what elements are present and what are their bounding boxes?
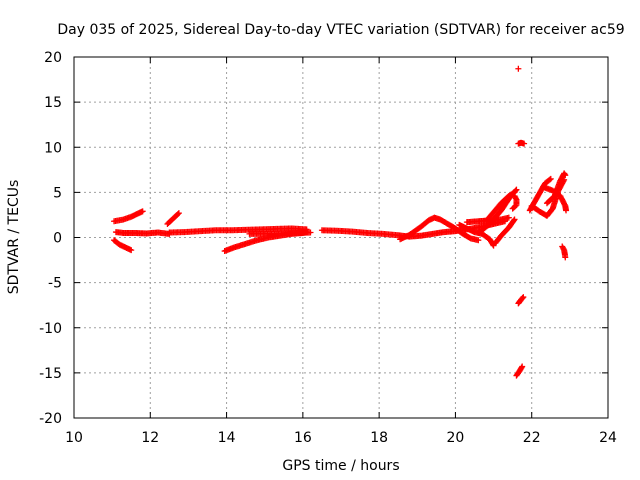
y-tick-label: 10 bbox=[44, 140, 62, 156]
x-tick-label: 10 bbox=[65, 430, 83, 446]
y-tick-label: -10 bbox=[39, 321, 62, 337]
data-point-marker bbox=[519, 294, 526, 301]
x-tick-label: 16 bbox=[294, 430, 312, 446]
data-point-marker bbox=[475, 237, 482, 244]
x-tick-label: 20 bbox=[447, 430, 465, 446]
data-point-marker bbox=[547, 175, 554, 182]
data-point-marker bbox=[562, 254, 569, 261]
plot-frame bbox=[73, 56, 609, 419]
x-tick-label: 24 bbox=[599, 430, 617, 446]
y-tick-label: -20 bbox=[39, 411, 62, 427]
data-point-marker bbox=[563, 207, 570, 214]
x-axis-label: GPS time / hours bbox=[282, 458, 399, 474]
x-tick-label: 14 bbox=[218, 430, 236, 446]
data-point-marker bbox=[562, 172, 569, 179]
grid-lines bbox=[74, 57, 608, 418]
x-tick-labels: 10 12 14 16 18 20 22 24 bbox=[65, 430, 617, 446]
data-point-marker bbox=[505, 214, 512, 221]
data-point-marker bbox=[519, 363, 526, 370]
y-axis-label: SDTVAR / TECUs bbox=[6, 180, 22, 295]
data-point-marker bbox=[511, 216, 518, 223]
y-tick-label: 15 bbox=[44, 95, 62, 111]
y-tick-label: 20 bbox=[44, 50, 62, 66]
chart-title: Day 035 of 2025, Sidereal Day-to-day VTE… bbox=[57, 22, 624, 38]
x-tick-label: 18 bbox=[370, 430, 388, 446]
data-point-marker bbox=[139, 208, 146, 215]
y-tick-label: 5 bbox=[53, 185, 62, 201]
data-point-marker bbox=[511, 192, 518, 199]
data-point-marker bbox=[515, 65, 522, 72]
data-point-marker bbox=[512, 187, 519, 194]
data-point-marker bbox=[518, 364, 525, 371]
y-tick-label: -15 bbox=[39, 366, 62, 382]
data-point-marker bbox=[520, 294, 527, 301]
y-tick-labels: -20 -15 -10 -5 0 5 10 15 20 bbox=[39, 50, 62, 427]
data-point-marker bbox=[307, 229, 314, 236]
data-point-marker bbox=[128, 247, 135, 254]
data-point-marker bbox=[175, 210, 182, 217]
data-point-marker bbox=[546, 176, 553, 183]
data-point-marker bbox=[521, 140, 528, 147]
y-tick-label: -5 bbox=[48, 276, 62, 292]
data-point-marker bbox=[174, 211, 181, 218]
data-point-marker bbox=[513, 186, 520, 193]
y-tick-label: 0 bbox=[53, 231, 62, 247]
x-tick-label: 22 bbox=[523, 430, 541, 446]
data-point-marker bbox=[510, 217, 517, 224]
x-tick-label: 12 bbox=[141, 430, 159, 446]
data-points bbox=[111, 65, 570, 379]
